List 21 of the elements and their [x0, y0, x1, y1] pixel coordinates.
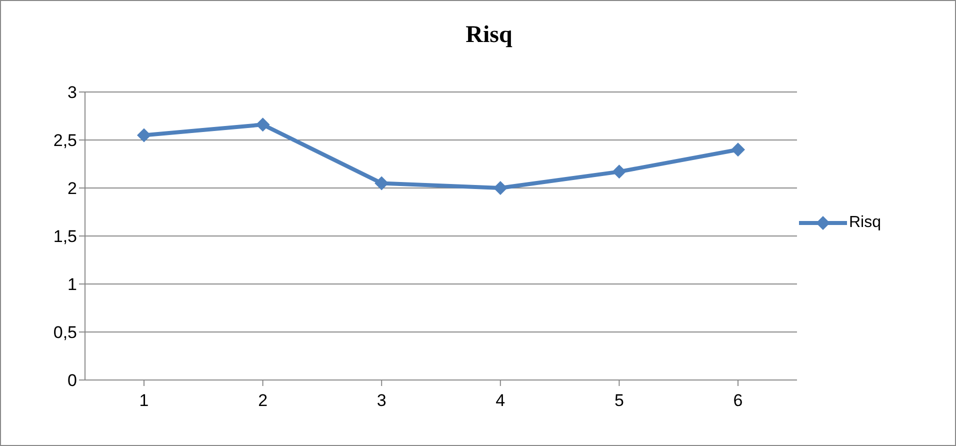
y-tick-label: 2,5: [53, 131, 77, 150]
x-tick-label: 2: [258, 391, 268, 410]
x-tick-label: 5: [614, 391, 624, 410]
y-tick-label: 1,5: [53, 227, 77, 246]
legend-label: Risq: [849, 214, 882, 232]
y-tick-label: 1: [68, 275, 77, 294]
point: [731, 142, 745, 157]
y-tick-label: 0,5: [53, 323, 77, 342]
x-tick-label: 4: [496, 391, 506, 410]
point: [612, 164, 626, 179]
point: [256, 118, 270, 132]
y-tick-label: 3: [68, 83, 77, 102]
y-tick-label: 0: [68, 371, 77, 390]
chart-title: Risq: [464, 22, 514, 49]
y-tick-label: 2: [68, 179, 77, 198]
x-tick-label: 3: [376, 391, 386, 410]
point: [374, 176, 389, 190]
x-tick-label: 1: [139, 391, 149, 410]
x-tick-label: 6: [733, 391, 743, 410]
point: [493, 181, 508, 195]
point: [137, 128, 151, 142]
